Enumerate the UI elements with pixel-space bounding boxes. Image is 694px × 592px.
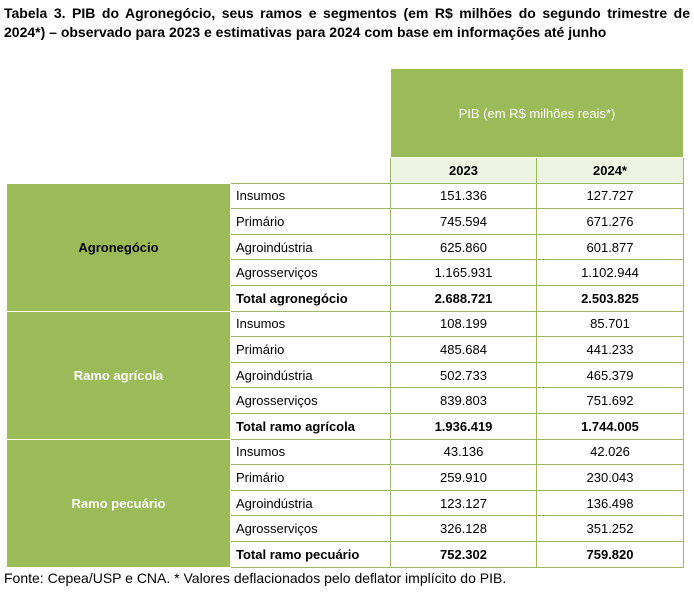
value-2023: 151.336 [390, 182, 537, 210]
header-row-pib: PIB (em R$ milhões reais*) [6, 68, 684, 158]
total-row: Total ramo agrícola 1.936.419 1.744.005 [7, 412, 684, 440]
value-2024: 601.877 [536, 233, 684, 261]
row-label: Insumos [230, 438, 391, 466]
row-label: Total ramo pecuário [230, 540, 391, 568]
value-2023: 752.302 [390, 540, 537, 568]
value-2024: 759.820 [536, 540, 684, 568]
table-row: Agronegócio Insumos 151.336 127.727 [6, 182, 684, 312]
value-2023: 326.128 [390, 515, 537, 542]
group-label-ramo-agricola: Ramo agrícola [6, 310, 231, 440]
header-row-years: 2023 2024* [6, 157, 684, 184]
value-2023: 1.936.419 [390, 412, 537, 440]
value-2023: 2.688.721 [390, 284, 537, 312]
table-row: Agrosserviços 839.803 751.692 [7, 387, 684, 414]
value-2024: 2.503.825 [536, 284, 684, 312]
row-label: Agroindústria [230, 489, 391, 517]
row-label: Total ramo agrícola [230, 412, 391, 440]
source-note: Fonte: Cepea/USP e CNA. * Valores deflac… [4, 570, 507, 586]
total-row: Total agronegócio 2.688.721 2.503.825 [7, 284, 684, 312]
value-2023: 43.136 [390, 438, 537, 466]
value-2024: 127.727 [536, 182, 684, 210]
table-row: Agroindústria 502.733 465.379 [7, 361, 684, 389]
row-label: Agrosserviços [230, 515, 391, 542]
table-row: Ramo pecuário Insumos 43.136 42.026 [6, 438, 684, 568]
row-label: Agroindústria [230, 361, 391, 389]
row-label: Total agronegócio [230, 284, 391, 312]
row-label: Agrosserviços [230, 387, 391, 414]
value-2024: 351.252 [536, 515, 684, 542]
value-2023: 839.803 [390, 387, 537, 414]
value-2023: 502.733 [390, 361, 537, 389]
row-label: Agroindústria [230, 233, 391, 261]
value-2023: 625.860 [390, 233, 537, 261]
group-label-agronegocio: Agronegócio [6, 182, 231, 312]
table-row: Agrosserviços 1.165.931 1.102.944 [7, 259, 684, 286]
row-label: Primário [230, 464, 391, 491]
row-label: Agrosserviços [230, 259, 391, 286]
total-row: Total ramo pecuário 752.302 759.820 [7, 540, 684, 568]
value-2023: 123.127 [390, 489, 537, 517]
table-row: Ramo agrícola Insumos 108.199 85.701 [6, 310, 684, 440]
value-2023: 1.165.931 [390, 259, 537, 286]
row-label: Insumos [230, 182, 391, 210]
header-blank [6, 68, 391, 158]
row-label: Primário [230, 336, 391, 363]
year-2023-header: 2023 [390, 157, 537, 184]
value-2024: 1.102.944 [536, 259, 684, 286]
value-2024: 85.701 [536, 310, 684, 338]
value-2024: 441.233 [536, 336, 684, 363]
row-label: Insumos [230, 310, 391, 338]
table-row: Primário 745.594 671.276 [7, 208, 684, 235]
header-blank-years [6, 157, 391, 184]
pib-table: PIB (em R$ milhões reais*) 2023 2024* Ag… [6, 68, 684, 568]
table-row: Primário 485.684 441.233 [7, 336, 684, 363]
row-label: Primário [230, 208, 391, 235]
value-2024: 42.026 [536, 438, 684, 466]
value-2023: 745.594 [390, 208, 537, 235]
value-2024: 1.744.005 [536, 412, 684, 440]
value-2024: 465.379 [536, 361, 684, 389]
year-2024-header: 2024* [536, 157, 684, 184]
value-2024: 230.043 [536, 464, 684, 491]
table-row: Agrosserviços 326.128 351.252 [7, 515, 684, 542]
table-title: Tabela 3. PIB do Agronegócio, seus ramos… [4, 5, 690, 40]
value-2024: 671.276 [536, 208, 684, 235]
table-row: Agroindústria 625.860 601.877 [7, 233, 684, 261]
value-2024: 136.498 [536, 489, 684, 517]
value-2023: 259.910 [390, 464, 537, 491]
pib-header: PIB (em R$ milhões reais*) [390, 68, 684, 158]
table-row: Primário 259.910 230.043 [7, 464, 684, 491]
group-label-ramo-pecuario: Ramo pecuário [6, 438, 231, 568]
value-2023: 108.199 [390, 310, 537, 338]
value-2023: 485.684 [390, 336, 537, 363]
value-2024: 751.692 [536, 387, 684, 414]
table-row: Agroindústria 123.127 136.498 [7, 489, 684, 517]
